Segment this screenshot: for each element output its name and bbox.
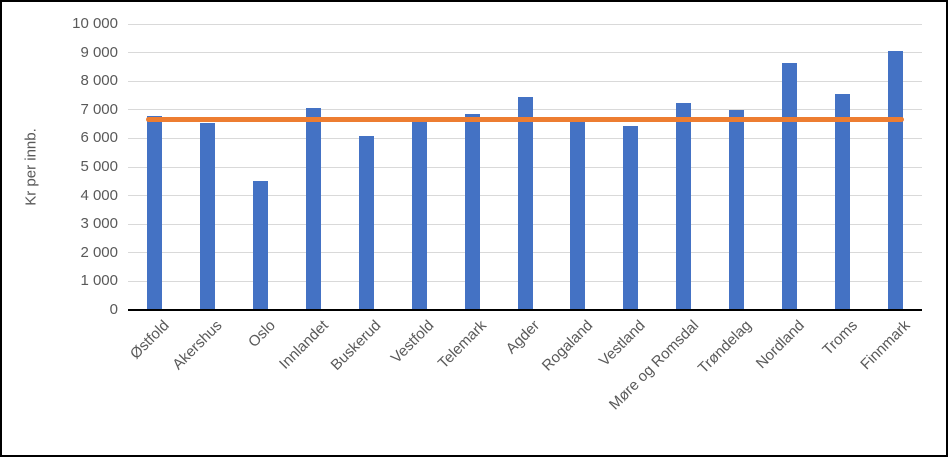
y-tick-label: 6 000 <box>80 129 118 147</box>
x-category-label: Akershus <box>169 317 226 374</box>
y-tick-label: 7 000 <box>80 100 118 118</box>
y-tick-label: 1 000 <box>80 272 118 290</box>
y-tick-label: 2 000 <box>80 243 118 261</box>
x-category-label: Troms <box>818 317 861 359</box>
x-category-label: Trøndelag <box>694 317 755 377</box>
y-axis-title: Kr per innb. <box>22 128 40 206</box>
x-category-label: Vestfold <box>387 317 438 367</box>
bar <box>199 122 215 310</box>
y-tick-label: 0 <box>109 301 118 318</box>
bar <box>570 116 586 310</box>
y-tick-label: 3 000 <box>80 215 118 233</box>
x-category-label: Finnmark <box>857 317 914 374</box>
y-tick-label: 10 000 <box>72 15 118 32</box>
x-category-label: Vestland <box>596 317 649 370</box>
y-tick-label: 5 000 <box>80 158 118 175</box>
gridline <box>128 23 922 25</box>
bar <box>729 109 745 310</box>
reference-line <box>145 117 905 123</box>
x-category-label: Nordland <box>752 317 808 373</box>
x-category-label: Agder <box>502 317 544 358</box>
bar <box>252 181 268 310</box>
bar <box>411 116 427 310</box>
bar <box>305 108 321 310</box>
x-axis-line <box>128 309 922 311</box>
x-category-label: Møre og Romsdal <box>605 317 702 414</box>
y-tick-label: 8 000 <box>80 72 118 90</box>
x-category-label: Oslo <box>244 317 279 351</box>
x-category-label: Telemark <box>435 317 491 373</box>
bar <box>835 94 851 310</box>
y-tick-label: 9 000 <box>80 43 118 61</box>
x-category-label: Rogaland <box>538 317 596 375</box>
bar <box>464 114 480 310</box>
bar <box>623 125 639 310</box>
bar <box>888 51 904 310</box>
bar <box>146 115 162 310</box>
x-category-label: Østfold <box>126 317 173 363</box>
bar <box>676 102 692 310</box>
x-category-label: Buskerud <box>327 317 385 374</box>
bar <box>358 135 374 310</box>
y-tick-label: 4 000 <box>80 186 118 204</box>
x-category-label: Innlandet <box>275 317 332 373</box>
bar <box>517 96 533 310</box>
gridline <box>128 52 922 54</box>
gridline <box>128 80 922 82</box>
bar <box>782 62 798 310</box>
